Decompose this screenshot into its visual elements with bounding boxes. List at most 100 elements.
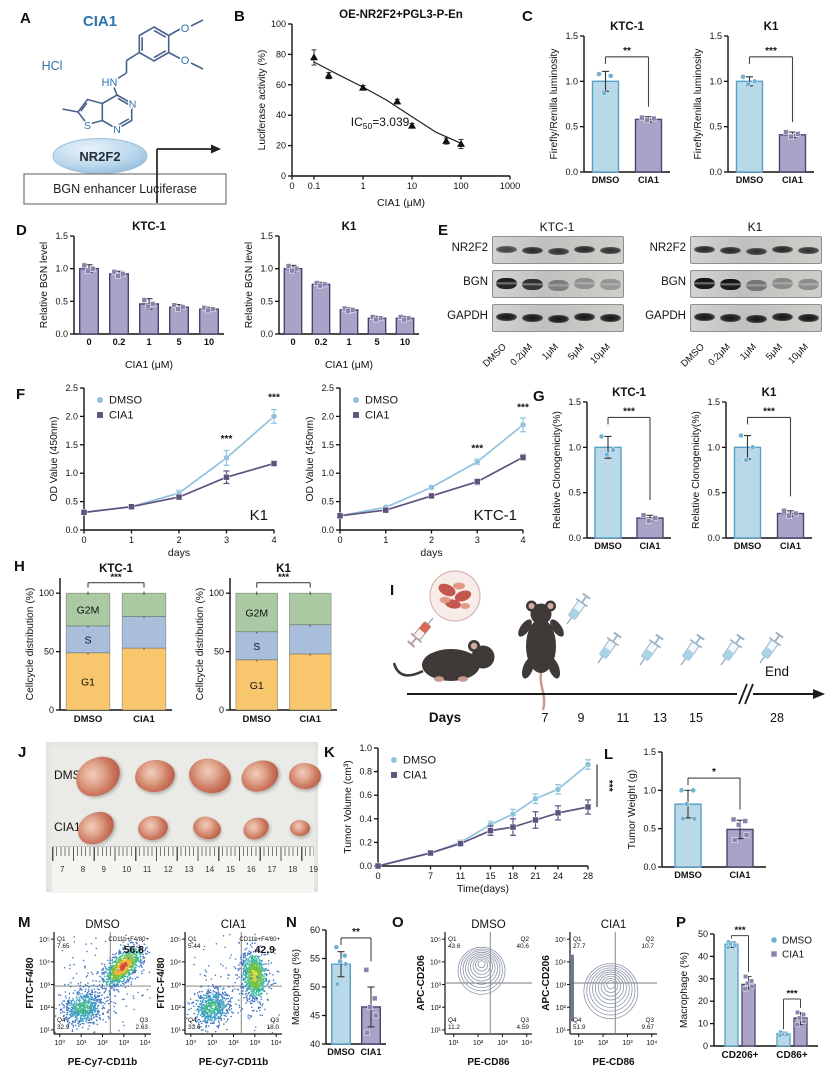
svg-text:10³: 10³ [250,1038,261,1047]
svg-text:0.0: 0.0 [359,861,372,871]
svg-text:***: *** [734,925,745,936]
svg-text:2.5: 2.5 [65,383,78,393]
svg-text:DMSO: DMSO [674,870,702,880]
svg-text:0: 0 [219,705,224,715]
blot-strip [690,270,822,298]
svg-text:50: 50 [310,982,320,992]
ruler: 7 8 9 10 11 12 13 14 15 16 17 18 19 [52,846,318,893]
ruler-number: 15 [226,865,235,874]
enhancer-box-label: BGN enhancer Luciferase [53,182,197,196]
svg-text:10: 10 [400,337,410,347]
svg-text:33.6: 33.6 [188,1024,201,1031]
svg-text:CIA1: CIA1 [221,919,247,931]
svg-text:CIA1: CIA1 [365,410,389,422]
svg-text:Tumor Weight (g): Tumor Weight (g) [627,770,638,850]
svg-text:27.7: 27.7 [573,943,586,950]
svg-text:100: 100 [453,181,468,191]
photo-row-label: CIA1 [54,820,81,834]
svg-text:K1: K1 [342,221,357,233]
svg-text:0.5: 0.5 [260,296,273,306]
svg-text:DMSO: DMSO [365,395,398,407]
svg-text:0: 0 [81,535,86,545]
svg-text:G2M: G2M [77,605,100,617]
tumor-weight-chart: 0.0 0.5 1.0 1.5 Tumor Weight (g) DMSO CIA1 * [612,738,802,893]
panel-letter-i: I [390,582,395,599]
svg-text:KTC-1: KTC-1 [99,563,133,575]
chart-G2-svg: 0.0 0.5 1.0 1.5 Relative Clonogenicity(%) K1 D… [691,387,812,551]
svg-text:Q4: Q4 [573,1017,582,1024]
svg-text:10: 10 [204,337,214,347]
svg-text:10²: 10² [171,1003,182,1012]
chart-F2-svg: 0.0 0.5 1.0 1.5 2.0 2.5 OD Value (450nm) days 0 1… [305,383,529,559]
svg-text:1.5: 1.5 [709,31,722,41]
protein-band [771,277,793,289]
clonogenicity-ktc1-chart: 0.0 0.5 1.0 1.5 Relative Clonogenicity(%) KTC… [545,378,679,564]
svg-text:10³: 10³ [497,1038,508,1047]
svg-text:10³: 10³ [119,1038,130,1047]
svg-text:100: 100 [271,19,286,29]
svg-text:Q3: Q3 [645,1017,654,1024]
chart-D1-svg: 0.0 0.5 1.0 1.5 Relative BGN level KTC-1 CIA1 … [39,221,224,371]
svg-text:CIA1 (μM): CIA1 (μM) [325,359,373,371]
svg-text:***: *** [268,392,280,403]
svg-text:Q3: Q3 [270,1017,279,1024]
protein-band [547,315,569,323]
tumor-image [133,757,177,795]
svg-text:DMSO: DMSO [74,714,103,725]
protein-band [521,314,543,322]
svg-text:5: 5 [374,337,379,347]
svg-text:G2M: G2M [245,607,268,619]
svg-text:CIA1: CIA1 [782,950,805,961]
svg-text:10⁴: 10⁴ [170,958,181,967]
luminosity-k1-chart: 0.0 0.5 1.0 1.5 Firefly/Renilla luminosity K1… [682,6,824,198]
svg-text:1000: 1000 [500,181,520,191]
svg-text:CIA1: CIA1 [109,410,133,422]
panel-letter-h: H [14,558,25,575]
chart-O2-svg: CIA1 10⁵ 10⁴ 10³ 10² 10¹ 10¹ 10² 10³ 10⁴ PE-CD86 AP… [541,919,657,1068]
svg-text:100: 100 [39,588,54,598]
ruler-number: 19 [309,865,318,874]
svg-text:Cellcycle distribution (%): Cellcycle distribution (%) [195,588,206,701]
svg-text:3: 3 [475,535,480,545]
protein-band [719,314,741,322]
ruler-number: 7 [60,865,65,874]
svg-text:10⁴: 10⁴ [430,958,441,967]
protein-band [599,314,621,322]
svg-text:18.0: 18.0 [267,1024,280,1031]
svg-text:18: 18 [508,871,518,881]
svg-text:0: 0 [290,337,295,347]
svg-text:CIA1: CIA1 [361,1047,382,1057]
svg-text:10⁴: 10⁴ [140,1038,151,1047]
blot-row-label: BGN [661,276,686,288]
svg-text:IC50=3.039: IC50=3.039 [351,115,410,131]
protein-band [599,246,621,254]
svg-text:CD86+: CD86+ [776,1050,808,1061]
protein-band [693,313,715,321]
western-blot-panel: KTC-1 NR2F2 BGN GAPDH DMSO 0.2μM 1μM 5μM 10μM K1 N… [432,220,825,374]
svg-text:32.9: 32.9 [57,1024,70,1031]
protein-band [797,278,819,290]
svg-text:CIA1: CIA1 [601,919,627,931]
ring-n1-label: N [129,99,137,111]
svg-text:DMSO: DMSO [243,714,272,725]
svg-text:K1: K1 [764,21,779,33]
panel-letter-k: K [324,744,335,761]
svg-text:0: 0 [375,871,380,881]
tumor-photo-panel: DMSO CIA1 7 8 9 10 11 12 13 14 15 16 17 18 19 [46,742,322,893]
blot-row-label: BGN [463,276,488,288]
blot-strip [690,236,822,264]
svg-text:CIA1: CIA1 [730,870,751,880]
ruler-number: 8 [80,865,86,874]
svg-text:***: *** [623,406,635,417]
svg-text:Firefly/Renilla luminosity: Firefly/Renilla luminosity [549,48,560,160]
svg-text:1.0: 1.0 [359,743,372,753]
svg-text:***: *** [763,406,775,417]
syringe-icon [714,632,748,671]
enhancer-box [23,173,227,205]
protein-band [573,313,595,321]
svg-text:DMSO: DMSO [736,175,764,185]
svg-text:Q1: Q1 [57,936,66,943]
day-11: 11 [617,711,630,725]
